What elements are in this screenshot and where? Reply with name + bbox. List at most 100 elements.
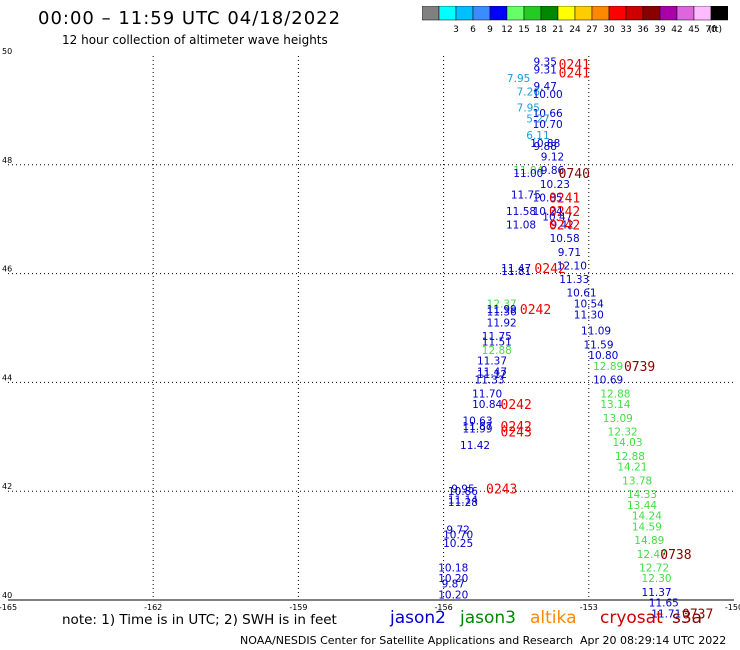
pass-time-label: 0243 [501, 425, 532, 440]
scale-label: 6 [470, 25, 476, 34]
scale-label: 27 [586, 25, 597, 34]
wave-height-point: 14.21 [617, 462, 647, 474]
pass-time-label: 0241 [549, 191, 580, 206]
wave-height-point: 9.42 [550, 220, 573, 232]
pass-time-label: 0738 [660, 548, 691, 563]
x-tick-label: -150 [725, 603, 740, 612]
wave-height-point: 13.44 [627, 500, 657, 512]
wave-height-point: 11.99 [462, 424, 492, 436]
wave-height-point: 14.33 [627, 489, 657, 501]
wave-height-point: 10.61 [567, 288, 597, 300]
wave-height-point: 10.25 [443, 538, 473, 550]
wave-height-point: 10.00 [533, 89, 563, 101]
wave-height-point: 11.58 [506, 206, 536, 218]
wave-height-point: 11.04 [513, 165, 543, 177]
pass-time-label: 0242 [534, 262, 565, 277]
wave-height-point: 10.86 [448, 486, 478, 498]
wave-height-point: 11.71 [651, 609, 681, 621]
wave-height-point: 10.24 [533, 206, 563, 218]
wave-height-point: 11.99 [487, 304, 517, 316]
x-tick-label: -165 [0, 603, 17, 612]
legend-altika: altika [530, 608, 577, 628]
wave-height-point: 11.47 [501, 263, 531, 275]
wave-height-point: 10.20 [438, 573, 468, 585]
wave-height-point: 10.85 [533, 192, 563, 204]
wave-height-point: 11.87 [462, 421, 492, 433]
wave-height-point: 14.89 [634, 535, 664, 547]
wave-height-point: 9.87 [442, 579, 465, 591]
wave-height-point: 11.42 [460, 440, 490, 452]
wave-height-point: 10.66 [533, 108, 563, 120]
wave-height-point: 9.47 [534, 81, 557, 93]
wave-height-point: 10.18 [438, 562, 468, 574]
legend-s3a: s3a [672, 608, 703, 628]
wave-height-point: 11.75 [511, 190, 541, 202]
scale-label: 18 [535, 25, 547, 34]
credit-line: NOAA/NESDIS Center for Satellite Applica… [240, 634, 574, 647]
chart-subtitle: 12 hour collection of altimeter wave hei… [62, 33, 328, 47]
pass-time-label: 0739 [624, 360, 655, 375]
wave-height-point: 12.32 [608, 426, 638, 438]
legend-cryosat: cryosat [600, 608, 663, 628]
pass-time-label: 0242 [501, 420, 532, 435]
wave-height-point: 11.00 [513, 168, 543, 180]
wave-height-point: 11.51 [482, 337, 512, 349]
wave-height-point: 12.88 [600, 388, 630, 400]
wave-height-point: 11.47 [477, 367, 507, 379]
x-tick-label: -159 [289, 603, 307, 612]
scale-unit: (ft) [708, 25, 722, 34]
footer-note: note: 1) Time is in UTC; 2) SWH is in fe… [62, 612, 337, 628]
wave-height-point: 9.71 [558, 247, 581, 259]
wave-height-point: 11.65 [649, 598, 679, 610]
wave-height-point: 10.63 [462, 415, 492, 427]
pass-time-label: 0243 [486, 482, 517, 497]
wave-height-point: 6.11 [526, 130, 549, 142]
x-tick-label: -153 [580, 603, 598, 612]
scale-label: 70 [705, 25, 717, 34]
wave-height-point: 11.36 [487, 307, 517, 319]
scale-label: 24 [569, 25, 581, 34]
scale-swatch [710, 6, 728, 21]
y-tick-label: 48 [2, 156, 12, 165]
wave-height-point: 9.31 [534, 65, 557, 77]
x-tick-label: -162 [144, 603, 162, 612]
pass-time-label: 0241 [559, 66, 590, 81]
pass-time-label: 0242 [501, 398, 532, 413]
pass-time-label: 0242 [520, 303, 551, 318]
wave-height-point: 14.03 [612, 437, 642, 449]
wave-height-point: 11.08 [506, 220, 536, 232]
y-tick-label: 40 [2, 591, 12, 600]
scale-label: 9 [487, 25, 493, 34]
wave-height-point: 11.33 [559, 274, 589, 286]
wave-height-point: 14.59 [632, 522, 662, 534]
generated-timestamp: Apr 20 08:29:14 UTC 2022 [580, 634, 727, 647]
wave-height-point: 9.35 [534, 56, 557, 68]
wave-height-point: 7.95 [517, 103, 540, 115]
wave-height-point: 11.12 [477, 369, 507, 381]
legend-jason3: jason3 [460, 608, 516, 628]
wave-height-point: 5.27 [526, 114, 549, 126]
y-tick-label: 44 [2, 373, 12, 382]
scale-label: 21 [552, 25, 563, 34]
scale-label: 30 [603, 25, 615, 34]
wave-height-point: 12.47 [637, 549, 667, 561]
wave-height-point: 11.09 [581, 326, 611, 338]
wave-height-point: 11.75 [482, 331, 512, 343]
scale-label: 15 [518, 25, 529, 34]
scale-label: 45 [688, 25, 699, 34]
wave-height-point: 12.10 [557, 260, 587, 272]
wave-height-point: 11.70 [472, 388, 502, 400]
wave-height-point: 10.88 [530, 138, 560, 150]
wave-height-point: 10.54 [574, 299, 604, 311]
chart-title: 00:00 – 11:59 UTC 04/18/2022 [38, 8, 342, 29]
wave-height-point: 10.20 [438, 590, 468, 602]
scale-label: 36 [637, 25, 649, 34]
x-tick-label: -156 [435, 603, 453, 612]
pass-time-label: 0740 [559, 167, 590, 182]
pass-time-label: 0242 [549, 219, 580, 234]
wave-height-point: 9.86 [541, 165, 565, 177]
color-scale-legend: 3 6 9 12 15 18 21 24 27 30 33 36 39 42 45 70(ft) [422, 6, 728, 34]
wave-height-point: 14.24 [632, 511, 662, 523]
y-tick-label: 50 [2, 47, 12, 56]
scale-label: 33 [620, 25, 631, 34]
